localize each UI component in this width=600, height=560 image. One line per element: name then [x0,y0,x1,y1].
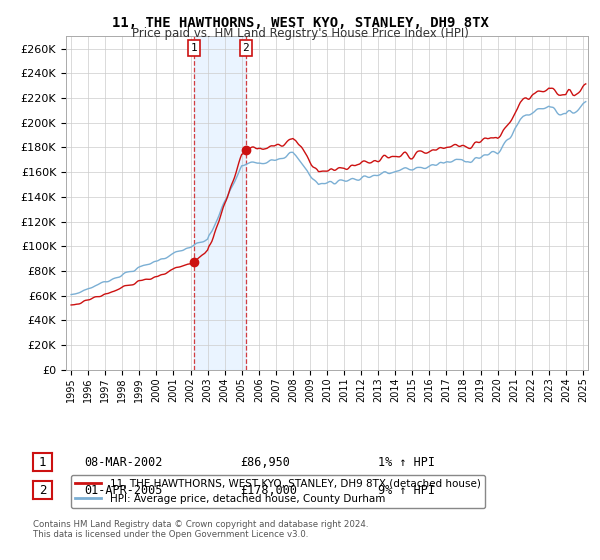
Text: £86,950: £86,950 [240,455,290,469]
Text: 1: 1 [190,43,197,53]
Text: £178,000: £178,000 [240,483,297,497]
Text: 1% ↑ HPI: 1% ↑ HPI [378,455,435,469]
Text: 2: 2 [242,43,250,53]
Text: Contains HM Land Registry data © Crown copyright and database right 2024.
This d: Contains HM Land Registry data © Crown c… [33,520,368,539]
Bar [194,36,246,370]
Text: 01-APR-2005: 01-APR-2005 [84,483,163,497]
Text: 1: 1 [39,455,46,469]
Text: 08-MAR-2002: 08-MAR-2002 [84,455,163,469]
Legend: 11, THE HAWTHORNS, WEST KYO, STANLEY, DH9 8TX (detached house), HPI: Average pri: 11, THE HAWTHORNS, WEST KYO, STANLEY, DH… [71,475,485,508]
Text: Price paid vs. HM Land Registry's House Price Index (HPI): Price paid vs. HM Land Registry's House … [131,27,469,40]
Text: 9% ↑ HPI: 9% ↑ HPI [378,483,435,497]
Text: 11, THE HAWTHORNS, WEST KYO, STANLEY, DH9 8TX: 11, THE HAWTHORNS, WEST KYO, STANLEY, DH… [112,16,488,30]
Text: 2: 2 [39,483,46,497]
